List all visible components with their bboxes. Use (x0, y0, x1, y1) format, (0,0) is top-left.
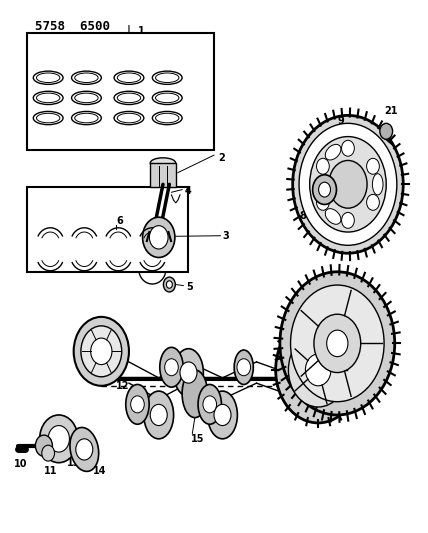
Text: 19: 19 (331, 322, 345, 333)
Circle shape (131, 396, 144, 413)
Circle shape (288, 333, 348, 407)
Circle shape (367, 195, 379, 211)
Text: 1: 1 (137, 26, 144, 36)
Ellipse shape (144, 391, 174, 439)
Circle shape (306, 354, 331, 386)
Ellipse shape (208, 391, 238, 439)
Bar (150, 163, 176, 187)
Ellipse shape (126, 384, 149, 424)
Circle shape (91, 338, 112, 365)
Ellipse shape (372, 174, 383, 195)
Ellipse shape (150, 158, 176, 168)
Ellipse shape (325, 208, 341, 224)
Text: 6: 6 (116, 216, 123, 227)
Text: 14: 14 (93, 466, 106, 475)
Circle shape (74, 317, 129, 386)
Text: 5: 5 (186, 281, 193, 292)
Text: 15: 15 (190, 434, 204, 444)
Circle shape (291, 285, 384, 402)
Circle shape (150, 405, 167, 425)
Circle shape (214, 405, 231, 425)
Text: 12: 12 (116, 381, 130, 391)
Text: 13: 13 (67, 458, 81, 467)
Ellipse shape (234, 350, 253, 384)
Circle shape (299, 123, 397, 245)
Circle shape (163, 277, 175, 292)
Circle shape (276, 317, 361, 423)
Text: 17: 17 (350, 402, 363, 412)
Text: 18: 18 (301, 322, 315, 333)
Text: 20: 20 (359, 322, 372, 333)
Circle shape (314, 314, 361, 373)
Circle shape (48, 425, 69, 452)
Bar (27, 33, 214, 150)
Circle shape (280, 272, 395, 415)
Ellipse shape (198, 384, 221, 424)
Bar (27, 187, 188, 272)
Circle shape (367, 158, 379, 174)
Circle shape (42, 445, 54, 461)
Circle shape (317, 195, 329, 211)
Ellipse shape (160, 348, 183, 387)
Circle shape (143, 217, 175, 257)
Text: 8: 8 (299, 211, 306, 221)
Circle shape (318, 182, 330, 197)
Text: (A/T): (A/T) (316, 137, 343, 147)
Circle shape (312, 175, 336, 205)
Text: 21: 21 (384, 106, 398, 116)
Circle shape (317, 158, 329, 174)
Text: 3: 3 (223, 231, 229, 241)
Text: 5758  6500: 5758 6500 (36, 20, 110, 33)
Circle shape (380, 123, 392, 139)
Circle shape (81, 326, 122, 377)
Text: 16: 16 (316, 399, 330, 409)
Text: 11: 11 (44, 466, 57, 475)
Text: 7: 7 (299, 174, 306, 184)
Circle shape (342, 213, 354, 228)
Text: (M/T): (M/T) (293, 306, 321, 317)
Text: 2: 2 (218, 153, 225, 163)
Text: 9: 9 (337, 116, 344, 126)
Circle shape (166, 281, 172, 288)
Circle shape (329, 346, 376, 405)
Circle shape (237, 359, 250, 376)
Circle shape (165, 359, 178, 376)
Circle shape (329, 160, 367, 208)
Circle shape (76, 439, 93, 460)
Circle shape (40, 415, 78, 463)
Ellipse shape (174, 349, 203, 397)
Circle shape (149, 225, 168, 249)
Circle shape (203, 396, 217, 413)
Circle shape (337, 357, 367, 394)
Circle shape (36, 435, 52, 456)
Ellipse shape (70, 427, 99, 471)
Ellipse shape (182, 370, 208, 418)
Ellipse shape (325, 144, 341, 160)
Text: 10: 10 (14, 459, 28, 469)
Circle shape (180, 362, 197, 383)
Circle shape (293, 115, 403, 253)
Circle shape (327, 330, 348, 357)
Circle shape (342, 140, 354, 156)
Circle shape (310, 136, 386, 232)
Text: 4: 4 (184, 186, 191, 196)
